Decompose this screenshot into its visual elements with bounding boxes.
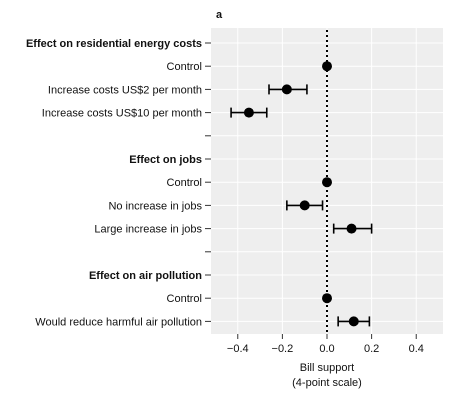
x-tick-label: 0.4 — [409, 343, 424, 355]
x-tick-label: −0.4 — [227, 343, 249, 355]
estimate-point — [348, 316, 359, 327]
estimate-point — [322, 293, 332, 304]
x-tick-label: 0.0 — [319, 343, 334, 355]
estimate-point — [281, 84, 292, 95]
estimate-markers — [230, 61, 373, 327]
group-heading: Effect on residential energy costs — [26, 38, 202, 50]
x-axis-title-line1: Bill support — [300, 362, 354, 374]
row-label: Increase costs US$10 per month — [42, 108, 202, 120]
estimate-point — [346, 223, 357, 234]
panel-label: a — [216, 9, 223, 21]
row-label: Increase costs US$2 per month — [48, 84, 202, 96]
x-tick-label: 0.2 — [364, 343, 379, 355]
x-axis-title-line2: (4-point scale) — [292, 377, 362, 389]
row-labels: Effect on residential energy costs Contro… — [26, 38, 211, 328]
row-label: Control — [167, 293, 202, 305]
estimate-point — [299, 200, 310, 211]
estimate-point — [322, 61, 332, 72]
estimate-point — [322, 177, 332, 188]
row-label: Control — [167, 61, 202, 73]
x-tick-label: −0.2 — [272, 343, 294, 355]
estimate-point — [243, 107, 254, 118]
row-label: Large increase in jobs — [94, 224, 202, 236]
row-label: Would reduce harmful air pollution — [35, 316, 202, 328]
group-heading: Effect on jobs — [129, 154, 202, 166]
x-axis-ticks: −0.4 −0.2 0.0 0.2 0.4 — [227, 334, 424, 355]
row-label: Control — [167, 177, 202, 189]
group-heading: Effect on air pollution — [89, 270, 202, 282]
row-label: No increase in jobs — [108, 200, 202, 212]
